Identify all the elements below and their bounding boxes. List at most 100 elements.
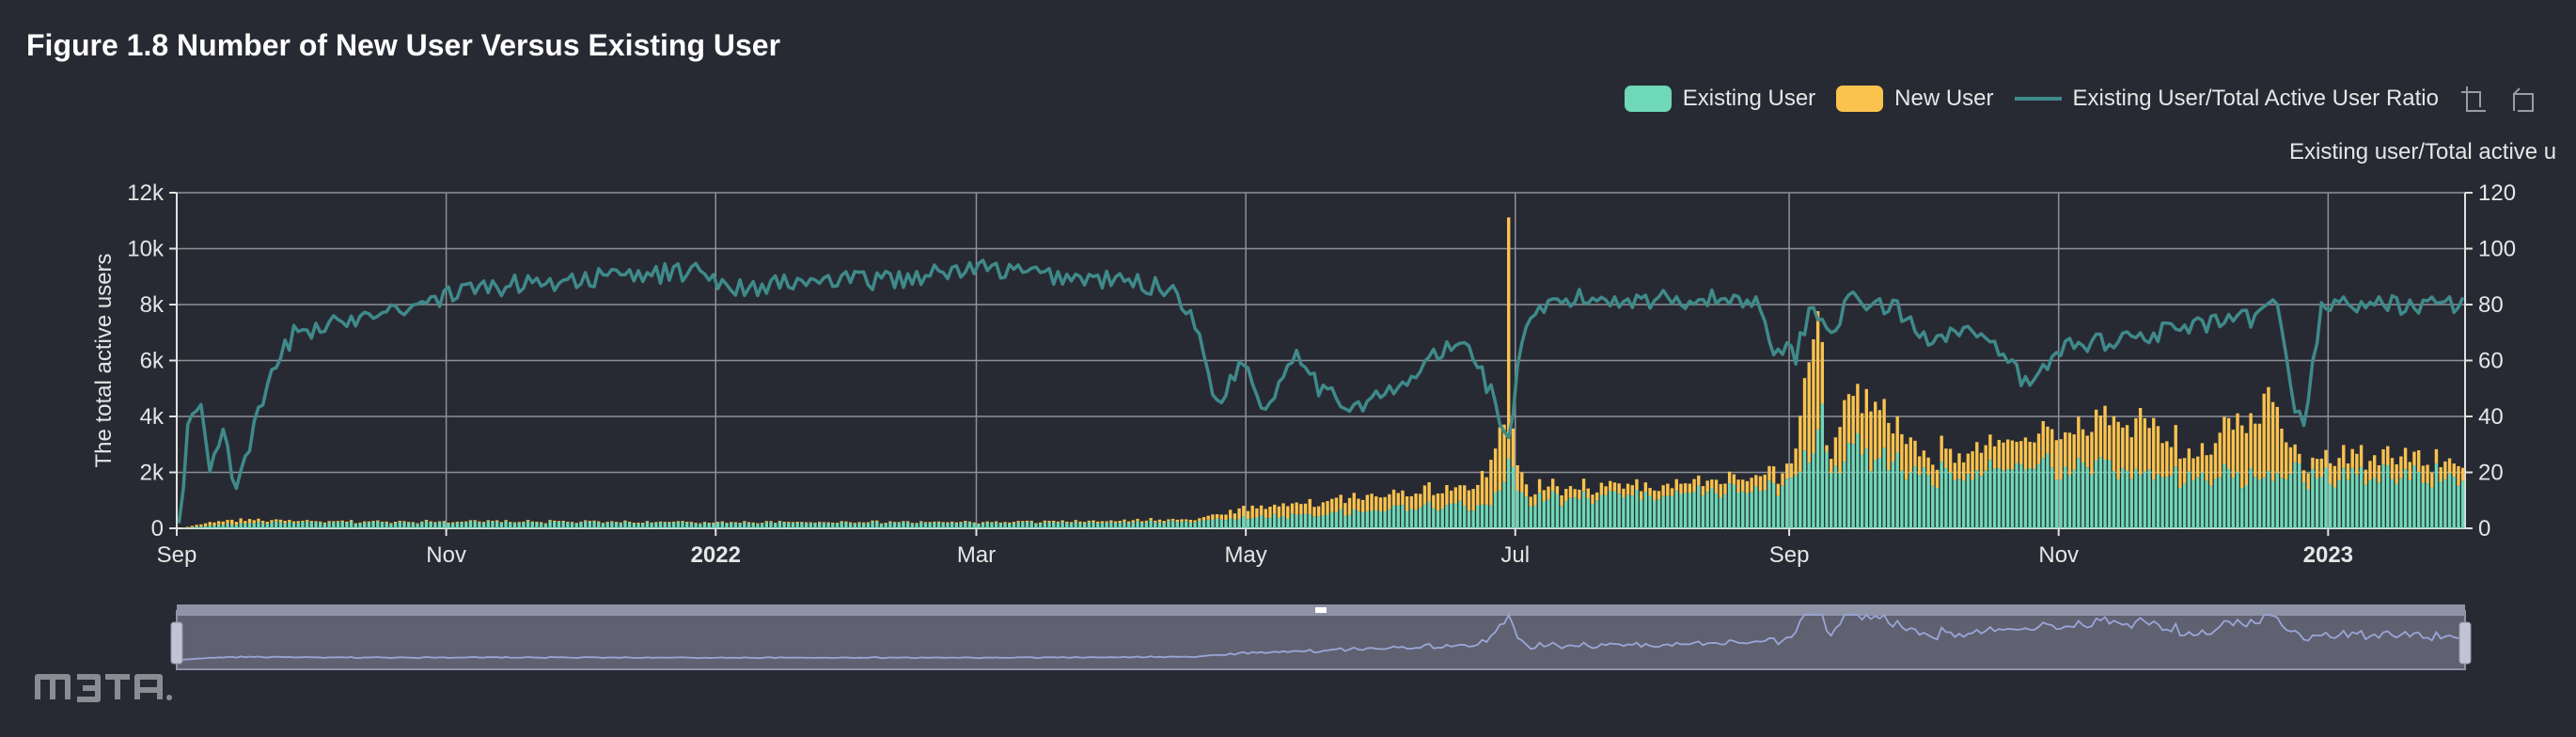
bar-existing-user — [2262, 477, 2266, 528]
zoom-window[interactable] — [176, 610, 2466, 670]
bar-new-user — [1365, 494, 1370, 511]
zoom-icon[interactable] — [2459, 85, 2488, 113]
bar-existing-user — [1480, 504, 1484, 528]
bar-existing-user — [2200, 472, 2205, 528]
bar-existing-user — [1555, 494, 1560, 528]
bar-existing-user — [2306, 489, 2310, 528]
bar-existing-user — [1719, 497, 1722, 528]
bar-existing-user — [1405, 510, 1409, 528]
bar-new-user — [2209, 454, 2213, 486]
zoom-handle-right[interactable] — [2458, 621, 2472, 665]
bar-existing-user — [1038, 523, 1043, 528]
bar-existing-user — [1436, 510, 1440, 528]
bar-new-user — [817, 522, 822, 524]
bar-existing-user — [1666, 495, 1670, 528]
zoom-handle-left[interactable] — [170, 621, 183, 665]
legend-item-3[interactable]: Existing User/Total Active User Ratio — [2014, 86, 2439, 112]
bar-existing-user — [486, 521, 490, 528]
bar-existing-user — [1330, 511, 1334, 528]
bar-new-user — [2054, 440, 2059, 480]
bar-new-user — [1215, 514, 1219, 519]
bar-existing-user — [2085, 467, 2089, 528]
bar-new-user — [473, 520, 477, 522]
bar-new-user — [1038, 522, 1043, 524]
bar-existing-user — [319, 522, 322, 528]
bar-existing-user — [1763, 490, 1767, 528]
bar-existing-user — [265, 524, 270, 528]
bar-existing-user — [1670, 495, 1674, 528]
bar-new-user — [1891, 433, 1895, 463]
bar-existing-user — [1383, 511, 1387, 528]
bar-existing-user — [1692, 491, 1696, 528]
bar-new-user — [2129, 437, 2133, 479]
bar-existing-user — [1727, 483, 1732, 528]
bar-new-user — [1343, 503, 1347, 516]
zoom-reset-icon[interactable] — [2508, 85, 2537, 113]
bar-new-user — [1126, 521, 1131, 524]
bar-existing-user — [1860, 454, 1864, 528]
bar-existing-user — [746, 523, 751, 528]
bar-new-user — [1162, 521, 1166, 524]
bar-new-user — [393, 522, 398, 524]
bar-new-user — [1224, 514, 1228, 521]
bar-existing-user — [239, 523, 243, 528]
bar-existing-user — [1864, 447, 1868, 528]
bar-existing-user — [990, 523, 994, 528]
y-tick-label-left: 4k — [140, 404, 165, 430]
data-zoom-slider[interactable] — [170, 604, 2472, 670]
bar-new-user — [1767, 465, 1771, 481]
legend-item-1[interactable]: Existing User — [1624, 86, 1815, 112]
bar-new-user — [2223, 416, 2226, 464]
legend-label: New User — [1894, 86, 1994, 111]
bar-existing-user — [1846, 443, 1851, 528]
bar-existing-user — [260, 523, 265, 528]
bar-new-user — [782, 521, 786, 523]
bar-new-user — [800, 522, 804, 523]
bar-existing-user — [2125, 470, 2129, 528]
bar-existing-user — [1705, 492, 1709, 528]
zoom-drag-grip[interactable] — [1315, 607, 1327, 613]
bar-existing-user — [1622, 497, 1626, 528]
bar-existing-user — [1807, 463, 1811, 528]
bar-new-user — [1476, 484, 1480, 506]
bar-existing-user — [1295, 514, 1298, 528]
bar-existing-user — [1255, 517, 1259, 528]
bar-existing-user — [1184, 521, 1188, 528]
bar-existing-user — [301, 522, 305, 528]
bar-existing-user — [902, 522, 905, 528]
bar-new-user — [557, 521, 561, 522]
zoom-preview-line — [179, 612, 2463, 661]
bar-existing-user — [340, 522, 344, 528]
bar-existing-user — [2333, 487, 2337, 528]
bar-new-user — [2311, 457, 2315, 469]
bar-new-user — [2359, 445, 2364, 467]
bar-new-user — [1944, 448, 1948, 469]
bar-existing-user — [433, 523, 437, 528]
bar-existing-user — [1820, 403, 1825, 528]
bar-new-user — [1533, 494, 1537, 506]
bar-new-user — [2285, 442, 2288, 480]
bar-existing-user — [774, 524, 778, 528]
bar-new-user — [265, 522, 270, 525]
bar-new-user — [1277, 506, 1281, 518]
legend-item-2[interactable]: New User — [1836, 86, 1994, 112]
bar-existing-user — [2059, 478, 2063, 528]
bar-new-user — [411, 522, 416, 524]
bar-existing-user — [730, 523, 733, 528]
bar-new-user — [2386, 446, 2390, 466]
bar-new-user — [844, 521, 848, 523]
bar-existing-user — [2430, 487, 2434, 528]
bar-existing-user — [632, 523, 636, 528]
bar-new-user — [322, 522, 327, 525]
bar-existing-user — [857, 523, 861, 528]
bar-new-user — [2457, 465, 2460, 486]
bar-new-user — [1785, 463, 1789, 479]
bar-existing-user — [1175, 522, 1179, 528]
bar-new-user — [260, 520, 265, 524]
bar-existing-user — [699, 524, 702, 528]
bar-existing-user — [627, 522, 632, 528]
bar-new-user — [2028, 442, 2032, 469]
bar-new-user — [1516, 464, 1519, 492]
bar-new-user — [1846, 394, 1851, 444]
bar-new-user — [2262, 393, 2266, 478]
